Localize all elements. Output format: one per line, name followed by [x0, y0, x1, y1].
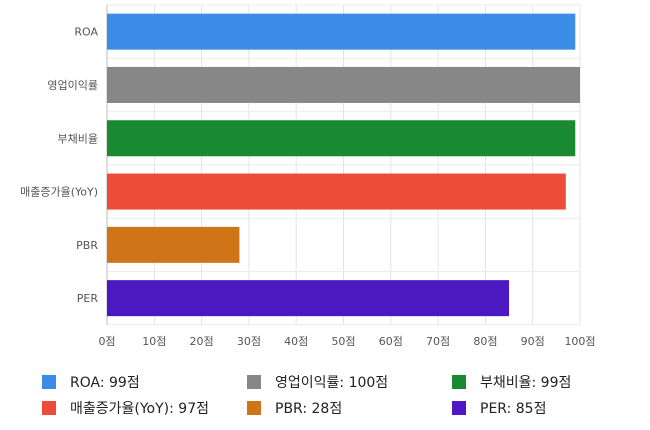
bar-revenue-growth: [107, 173, 566, 210]
legend-label-operating-margin: 영업이익률: 100점: [275, 375, 389, 391]
legend-swatch-roa: [42, 375, 56, 389]
category-label-per: PER: [77, 292, 99, 305]
bar-pbr: [107, 226, 240, 263]
x-tick-label-0: 0점: [98, 335, 115, 348]
bar-debt-ratio: [107, 120, 576, 157]
bar-per: [107, 280, 510, 317]
category-label-operating-margin: 영업이익률: [47, 79, 98, 92]
legend-item-per: PER: 85점: [452, 398, 642, 418]
legend-label-pbr: PBR: 28점: [275, 401, 343, 417]
category-label-revenue-growth: 매출증가율(YoY): [20, 186, 98, 199]
bar-roa: [107, 13, 576, 50]
x-tick-label-100: 100점: [564, 335, 595, 348]
x-tick-label-60: 60점: [379, 335, 403, 348]
x-tick-label-20: 20점: [190, 335, 214, 348]
bars: [107, 13, 580, 317]
legend-swatch-debt-ratio: [452, 375, 466, 389]
legend-label-per: PER: 85점: [480, 401, 547, 417]
legend-label-roa: ROA: 99점: [70, 375, 140, 391]
legend-swatch-pbr: [247, 401, 261, 415]
x-tick-label-40: 40점: [284, 335, 308, 348]
legend-swatch-revenue-growth: [42, 401, 56, 415]
x-tick-label-70: 70점: [426, 335, 450, 348]
legend-swatch-operating-margin: [247, 375, 261, 389]
x-tick-label-30: 30점: [237, 335, 261, 348]
legend-item-operating-margin: 영업이익률: 100점: [247, 372, 452, 392]
x-axis-ticks: 0점 10점 20점 30점 40점 50점 60점 70점 80점 90점 100점: [98, 335, 595, 348]
legend-swatch-per: [452, 401, 466, 415]
grid: [106, 4, 581, 326]
legend-label-debt-ratio: 부채비율: 99점: [480, 375, 572, 391]
legend-item-pbr: PBR: 28점: [247, 398, 452, 418]
x-tick-label-90: 90점: [521, 335, 545, 348]
legend: ROA: 99점 영업이익률: 100점 부채비율: 99점 매출증가율(YoY…: [42, 372, 642, 418]
legend-item-debt-ratio: 부채비율: 99점: [452, 372, 642, 392]
category-label-pbr: PBR: [76, 239, 98, 252]
bar-operating-margin: [107, 66, 580, 103]
x-tick-label-50: 50점: [331, 335, 355, 348]
legend-item-revenue-growth: 매출증가율(YoY): 97점: [42, 398, 247, 418]
category-label-debt-ratio: 부채비율: [58, 132, 98, 145]
category-label-roa: ROA: [74, 26, 98, 39]
legend-item-roa: ROA: 99점: [42, 372, 247, 392]
x-tick-label-10: 10점: [142, 335, 166, 348]
legend-label-revenue-growth: 매출증가율(YoY): 97점: [70, 401, 209, 417]
x-tick-label-80: 80점: [473, 335, 497, 348]
